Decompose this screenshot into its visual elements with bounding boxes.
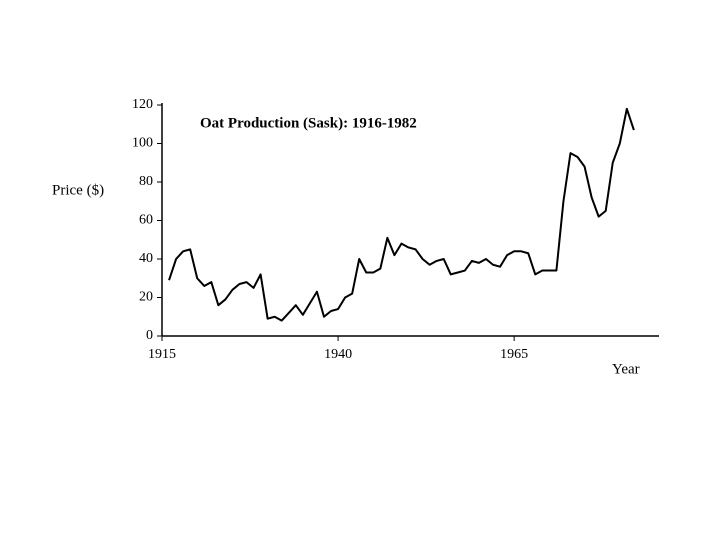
price-line [168, 107, 635, 322]
x-tick-label: 1940 [324, 347, 352, 362]
x-axis-label: Year [612, 361, 640, 377]
y-tick-label: 80 [139, 174, 153, 189]
y-tick-label: 120 [132, 97, 153, 112]
chart-title: Oat Production (Sask): 1916-1982 [200, 115, 417, 131]
y-tick-label: 40 [139, 251, 153, 266]
x-tick-label: 1915 [148, 347, 176, 362]
y-tick-label: 20 [139, 290, 153, 305]
y-tick-label: 60 [139, 213, 153, 228]
x-tick-label: 1965 [500, 347, 528, 362]
y-tick-label: 0 [146, 328, 153, 343]
y-tick-label: 100 [132, 136, 153, 151]
y-axis-label: Price ($) [52, 182, 104, 198]
